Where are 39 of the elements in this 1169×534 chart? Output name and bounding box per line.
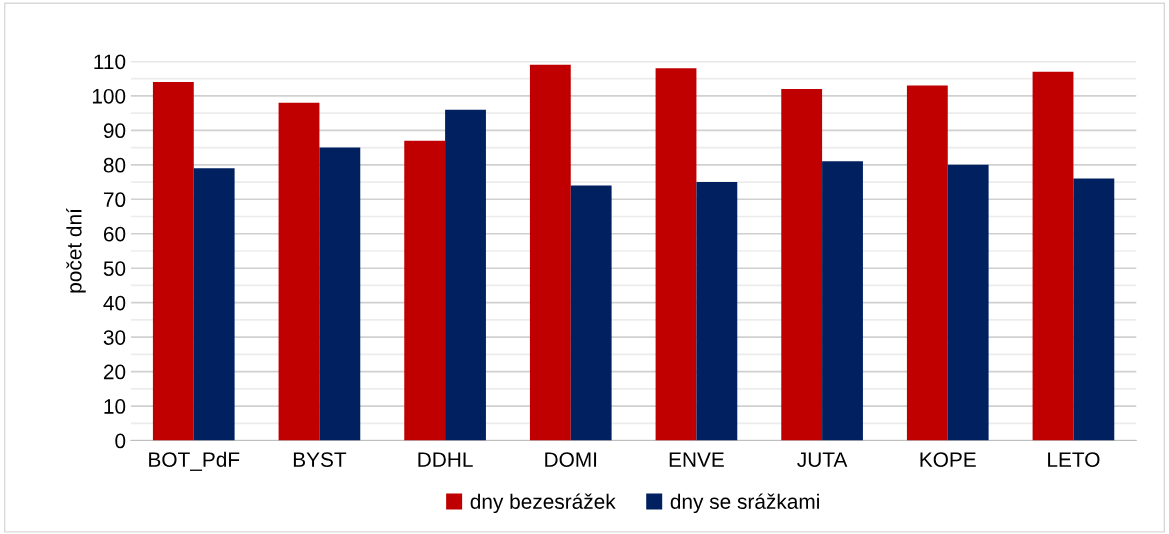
x-tick-label: KOPE	[920, 452, 976, 467]
y-axis-title: počet dní	[66, 208, 86, 293]
bar	[1073, 178, 1115, 441]
y-tick-label: 80	[103, 157, 126, 173]
y-tick-label: 20	[103, 364, 126, 380]
bar	[278, 102, 320, 441]
y-tick-label: 90	[103, 123, 126, 139]
bar	[1032, 71, 1074, 441]
y-tick-label: 110	[94, 54, 126, 70]
y-tick-label: 60	[103, 226, 126, 242]
y-tick-label: 10	[104, 399, 126, 414]
bar	[781, 88, 823, 441]
x-tick-label: BOT_PdF	[149, 451, 240, 471]
y-tick-label: 100	[92, 88, 126, 104]
bar	[193, 168, 235, 441]
bar	[570, 185, 612, 441]
y-tick-label: 50	[103, 261, 126, 276]
x-tick-label: DOMI	[545, 452, 597, 467]
bar	[152, 82, 194, 441]
bar	[947, 164, 989, 441]
y-tick-label: 70	[103, 192, 126, 208]
bar	[655, 68, 697, 441]
x-tick-label: JUTA	[797, 452, 848, 467]
x-tick-label: LETO	[1048, 452, 1100, 467]
bar	[319, 147, 361, 441]
y-tick-label: 30	[103, 330, 126, 345]
bar	[404, 140, 446, 441]
legend-label: dny se srážkami	[670, 493, 819, 514]
bar	[822, 161, 863, 441]
bar	[529, 64, 571, 441]
bar	[445, 109, 486, 441]
legend-label: dny bezesrážek	[470, 493, 616, 514]
x-tick-label: BYST	[293, 452, 347, 467]
x-tick-label: ENVE	[669, 452, 724, 467]
x-tick-label: DDHL	[418, 452, 473, 467]
y-tick-label: 40	[103, 295, 126, 311]
bar	[906, 85, 948, 441]
bar	[696, 182, 738, 441]
y-tick-label: 0	[115, 433, 126, 449]
